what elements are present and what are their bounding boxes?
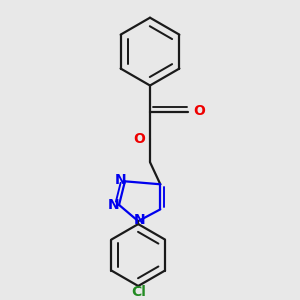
Text: N: N [115, 173, 126, 187]
Text: O: O [134, 132, 145, 145]
Text: O: O [193, 103, 205, 118]
Text: N: N [108, 198, 119, 212]
Text: Cl: Cl [131, 286, 146, 299]
Text: N: N [134, 213, 146, 227]
